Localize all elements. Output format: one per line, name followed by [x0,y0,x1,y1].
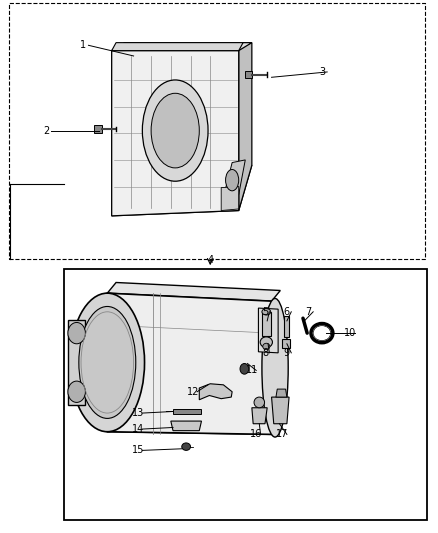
Ellipse shape [240,364,249,374]
Text: 14: 14 [132,424,144,434]
Ellipse shape [263,343,270,350]
Text: 9: 9 [284,348,290,358]
Polygon shape [252,408,267,424]
Polygon shape [171,421,201,431]
Polygon shape [112,43,125,216]
Ellipse shape [68,381,85,402]
Polygon shape [223,160,245,197]
Text: 11: 11 [246,366,258,375]
Ellipse shape [182,443,191,450]
Text: 7: 7 [306,307,312,317]
Polygon shape [199,384,232,400]
Polygon shape [112,43,243,51]
Text: 15: 15 [132,446,144,455]
Polygon shape [112,43,252,51]
Text: 12: 12 [187,387,199,397]
Text: 1: 1 [80,41,86,50]
Text: 8: 8 [262,348,268,358]
Polygon shape [239,43,252,211]
Ellipse shape [262,309,271,315]
Ellipse shape [70,293,145,432]
Ellipse shape [79,306,136,418]
Text: 2: 2 [43,126,49,135]
Polygon shape [272,397,289,424]
Polygon shape [284,316,289,337]
Ellipse shape [260,337,272,348]
Polygon shape [258,308,278,353]
Ellipse shape [313,326,331,341]
Polygon shape [112,51,239,216]
Polygon shape [282,339,290,348]
Ellipse shape [68,322,85,344]
Ellipse shape [262,298,288,437]
Text: 16: 16 [250,430,262,439]
Polygon shape [107,293,272,434]
Text: 3: 3 [319,67,325,77]
Polygon shape [94,125,102,133]
Polygon shape [276,389,287,397]
Ellipse shape [254,397,265,408]
Text: 6: 6 [284,307,290,317]
Text: 17: 17 [276,430,289,439]
Polygon shape [221,187,239,211]
Text: 4: 4 [207,255,213,265]
Polygon shape [107,421,280,434]
Text: 10: 10 [344,328,357,338]
Ellipse shape [226,169,239,191]
Polygon shape [262,312,271,336]
Polygon shape [112,165,252,216]
Text: 5: 5 [262,307,268,317]
Polygon shape [245,71,252,78]
Polygon shape [173,409,201,414]
Polygon shape [68,320,85,405]
Polygon shape [85,317,110,408]
Text: 13: 13 [132,408,144,418]
Ellipse shape [142,80,208,181]
Polygon shape [107,282,280,301]
Ellipse shape [151,93,199,168]
